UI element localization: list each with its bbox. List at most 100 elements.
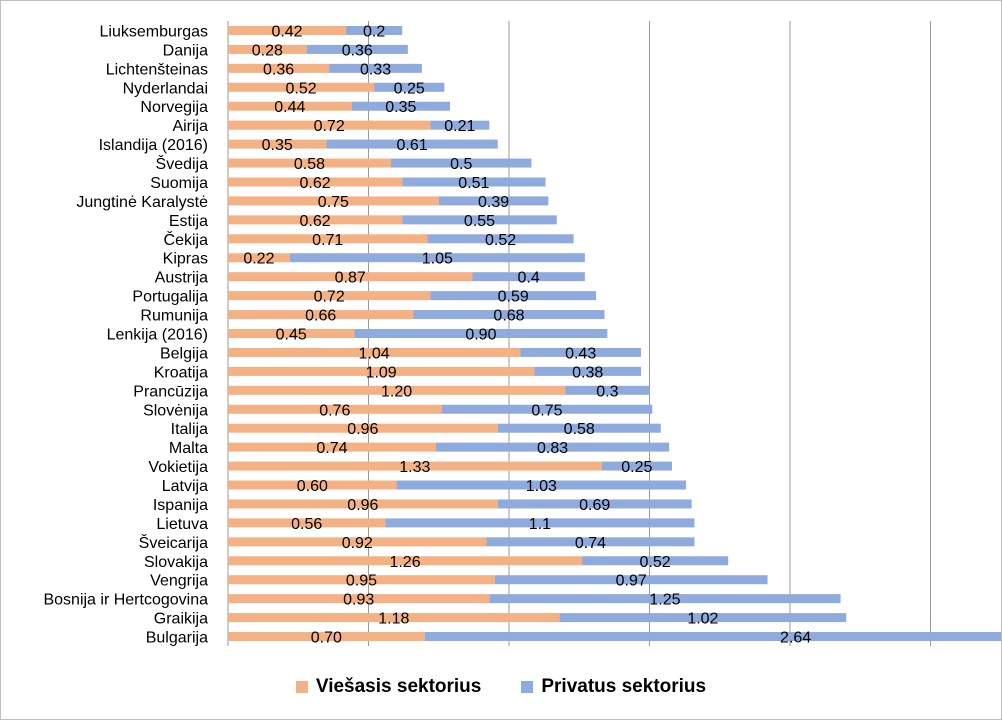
legend-item-public: Viešasis sektorius	[295, 676, 481, 698]
bar-private	[351, 101, 450, 111]
data-label-public: 0.92	[342, 535, 373, 552]
bar-private	[486, 537, 695, 547]
data-label-public: 0.96	[347, 421, 378, 438]
bar-private	[565, 385, 650, 395]
data-label-private: 0.97	[616, 573, 647, 590]
bar-public	[228, 215, 403, 225]
data-label-public: 0.87	[335, 270, 366, 287]
category-label: Italija	[171, 421, 208, 438]
data-label-private: 0.61	[396, 137, 427, 154]
data-label-public: 0.72	[314, 118, 345, 135]
bar-private	[385, 518, 695, 528]
bar-public	[228, 423, 498, 433]
bar-public	[228, 234, 428, 244]
bar-private	[427, 234, 574, 244]
bar-private	[306, 44, 408, 54]
category-label: Rumunija	[140, 308, 208, 325]
legend-swatch-public	[295, 681, 308, 693]
bar-public	[228, 253, 290, 263]
bar-private	[326, 139, 498, 149]
value-labels: 0.42 0.20.28 0.360.36 0.330.52 0.250.44 0.350…	[243, 23, 811, 646]
category-label: Malta	[169, 440, 208, 457]
category-label: Jungtinė Karalystė	[76, 194, 208, 211]
data-label-public: 1.26	[389, 554, 420, 571]
data-label-private: 0.39	[478, 194, 509, 211]
data-label-public: 0.35	[262, 137, 293, 154]
category-label: Danija	[163, 42, 208, 59]
data-label-public: 0.93	[343, 592, 374, 609]
category-label: Liuksemburgas	[100, 23, 209, 40]
category-label: Kipras	[163, 251, 208, 268]
data-label-private: 0.83	[537, 440, 568, 457]
bar-public	[228, 120, 431, 130]
bar-public	[228, 442, 436, 452]
data-label-public: 0.45	[276, 327, 307, 344]
category-label: Belgija	[160, 345, 208, 362]
bar-public	[228, 404, 442, 414]
data-label-private: 0.25	[621, 459, 652, 476]
data-label-private: 1.25	[649, 592, 680, 609]
legend-label-private: Privatus sektorius	[541, 676, 707, 697]
bar-public	[228, 480, 397, 490]
data-label-public: 1.18	[378, 611, 409, 628]
bar-private	[354, 329, 608, 338]
data-label-private: 1.05	[422, 251, 453, 268]
bar-private	[494, 575, 768, 585]
bar-private	[402, 177, 546, 187]
bar-private	[329, 63, 422, 73]
category-label: Slovakija	[144, 554, 208, 571]
bar-public	[228, 461, 602, 471]
bar-private	[374, 82, 445, 92]
bar-public	[228, 385, 566, 395]
data-label-public: 0.70	[311, 630, 342, 647]
bar-private	[582, 556, 729, 566]
category-label: Švedija	[156, 154, 209, 173]
category-label: Lietuva	[156, 516, 208, 533]
bar-private	[430, 291, 597, 301]
category-label: Airija	[172, 118, 208, 135]
category-label: Vokietija	[148, 459, 208, 476]
category-label: Čekija	[164, 230, 209, 249]
data-label-public: 0.72	[314, 289, 345, 306]
bar-public	[228, 329, 355, 338]
bar-public	[228, 177, 403, 187]
data-label-private: 0.58	[564, 421, 595, 438]
bar-public	[228, 347, 521, 357]
bar-public	[228, 272, 473, 282]
category-label: Estija	[169, 213, 208, 230]
bar-private	[472, 272, 585, 282]
data-label-public: 0.42	[271, 23, 302, 40]
bar-public	[228, 537, 487, 547]
data-label-private: 0.51	[458, 175, 489, 192]
bar-public	[228, 139, 327, 149]
bar-public	[228, 291, 431, 301]
category-label: Suomija	[150, 175, 208, 192]
bar-public	[228, 366, 535, 376]
bar-public	[228, 196, 439, 206]
bar-public	[228, 575, 495, 585]
bar-private	[435, 442, 670, 452]
data-label-public: 0.74	[316, 440, 347, 457]
category-labels: Liuksemburgas Danija Lichtenšteinas Nyderla…	[43, 23, 208, 646]
data-label-private: 0.25	[394, 80, 425, 97]
bar-private	[601, 461, 672, 471]
data-label-private: 0.36	[342, 42, 373, 59]
data-label-public: 1.09	[366, 364, 397, 381]
data-label-public: 0.56	[291, 516, 322, 533]
data-label-public: 0.75	[318, 194, 349, 211]
category-label: Graikija	[154, 611, 208, 628]
data-label-public: 1.04	[359, 345, 390, 362]
bars	[228, 25, 1002, 642]
data-label-private: 0.69	[579, 497, 610, 514]
data-label-public: 0.44	[274, 99, 305, 116]
category-label: Austrija	[155, 270, 208, 287]
bar-public	[228, 632, 425, 642]
bar-private	[430, 120, 490, 130]
data-label-private: 0.74	[575, 535, 606, 552]
data-label-public: 0.60	[297, 478, 328, 495]
bar-private	[497, 499, 692, 509]
bar-public	[228, 518, 386, 528]
data-label-private: 0.90	[465, 327, 496, 344]
legend-swatch-private	[521, 681, 534, 693]
